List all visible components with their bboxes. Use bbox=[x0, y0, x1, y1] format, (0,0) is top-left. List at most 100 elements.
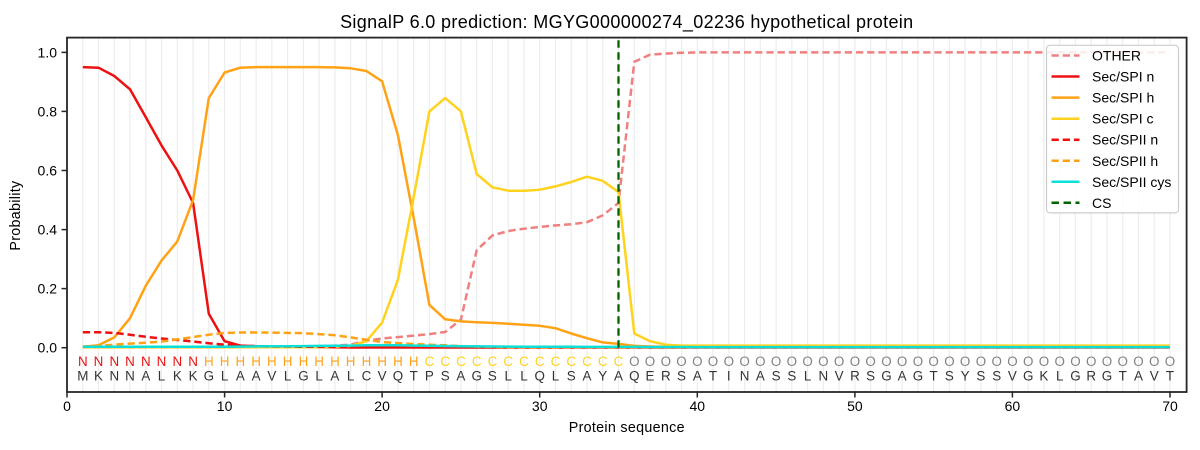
svg-text:C: C bbox=[551, 354, 561, 369]
svg-text:V: V bbox=[835, 369, 844, 384]
svg-text:A: A bbox=[756, 369, 765, 384]
svg-text:C: C bbox=[472, 354, 482, 369]
svg-text:N: N bbox=[109, 369, 119, 384]
svg-text:K: K bbox=[173, 369, 182, 384]
svg-text:H: H bbox=[235, 354, 245, 369]
svg-text:Sec/SPII h: Sec/SPII h bbox=[1092, 153, 1158, 169]
svg-text:C: C bbox=[566, 354, 576, 369]
svg-text:O: O bbox=[897, 354, 907, 369]
svg-text:C: C bbox=[614, 354, 624, 369]
svg-text:50: 50 bbox=[847, 398, 863, 414]
svg-text:S: S bbox=[567, 369, 576, 384]
svg-text:O: O bbox=[645, 354, 655, 369]
svg-text:A: A bbox=[330, 369, 339, 384]
svg-text:O: O bbox=[629, 354, 639, 369]
svg-text:Y: Y bbox=[598, 369, 607, 384]
svg-text:V: V bbox=[1008, 369, 1017, 384]
svg-text:C: C bbox=[535, 354, 545, 369]
svg-text:N: N bbox=[172, 354, 182, 369]
svg-text:20: 20 bbox=[374, 398, 390, 414]
svg-text:OTHER: OTHER bbox=[1092, 48, 1141, 64]
svg-text:Q: Q bbox=[534, 369, 544, 384]
svg-text:O: O bbox=[1039, 354, 1049, 369]
svg-text:E: E bbox=[646, 369, 655, 384]
svg-text:L: L bbox=[158, 369, 165, 384]
svg-text:N: N bbox=[188, 354, 198, 369]
svg-text:N: N bbox=[740, 369, 750, 384]
svg-text:H: H bbox=[362, 354, 372, 369]
svg-text:A: A bbox=[898, 369, 907, 384]
svg-text:O: O bbox=[771, 354, 781, 369]
svg-text:R: R bbox=[661, 369, 671, 384]
svg-text:Q: Q bbox=[393, 369, 403, 384]
svg-text:O: O bbox=[692, 354, 702, 369]
svg-text:A: A bbox=[1134, 369, 1143, 384]
svg-text:H: H bbox=[220, 354, 230, 369]
svg-text:A: A bbox=[583, 369, 592, 384]
svg-text:O: O bbox=[850, 354, 860, 369]
svg-text:SignalP 6.0 prediction: MGYG00: SignalP 6.0 prediction: MGYG000000274_02… bbox=[340, 12, 913, 33]
svg-text:O: O bbox=[834, 354, 844, 369]
svg-text:L: L bbox=[315, 369, 322, 384]
svg-text:40: 40 bbox=[690, 398, 706, 414]
svg-text:G: G bbox=[1102, 369, 1112, 384]
svg-text:O: O bbox=[802, 354, 812, 369]
svg-text:0.0: 0.0 bbox=[38, 340, 58, 356]
svg-text:K: K bbox=[189, 369, 198, 384]
svg-text:R: R bbox=[850, 369, 860, 384]
svg-text:N: N bbox=[78, 354, 88, 369]
svg-text:N: N bbox=[818, 369, 828, 384]
svg-text:A: A bbox=[236, 369, 245, 384]
svg-text:H: H bbox=[314, 354, 324, 369]
svg-text:H: H bbox=[346, 354, 356, 369]
svg-text:V: V bbox=[378, 369, 387, 384]
svg-text:H: H bbox=[330, 354, 340, 369]
svg-text:O: O bbox=[1086, 354, 1096, 369]
svg-text:R: R bbox=[1086, 369, 1096, 384]
svg-text:S: S bbox=[677, 369, 686, 384]
svg-text:O: O bbox=[865, 354, 875, 369]
svg-text:G: G bbox=[204, 369, 214, 384]
svg-text:Protein sequence: Protein sequence bbox=[569, 420, 685, 436]
svg-text:O: O bbox=[661, 354, 671, 369]
svg-text:O: O bbox=[913, 354, 923, 369]
svg-text:C: C bbox=[440, 354, 450, 369]
svg-text:H: H bbox=[283, 354, 293, 369]
svg-text:A: A bbox=[141, 369, 150, 384]
svg-text:G: G bbox=[298, 369, 308, 384]
svg-text:A: A bbox=[693, 369, 702, 384]
svg-text:N: N bbox=[125, 369, 135, 384]
svg-text:C: C bbox=[519, 354, 529, 369]
svg-text:O: O bbox=[1165, 354, 1175, 369]
svg-text:H: H bbox=[377, 354, 387, 369]
svg-text:L: L bbox=[504, 369, 511, 384]
svg-text:O: O bbox=[1102, 354, 1112, 369]
svg-text:A: A bbox=[456, 369, 465, 384]
svg-text:H: H bbox=[251, 354, 261, 369]
svg-text:L: L bbox=[347, 369, 354, 384]
svg-text:1.0: 1.0 bbox=[38, 44, 58, 60]
svg-text:H: H bbox=[409, 354, 419, 369]
svg-text:C: C bbox=[425, 354, 435, 369]
svg-text:O: O bbox=[944, 354, 954, 369]
svg-text:C: C bbox=[598, 354, 608, 369]
svg-text:O: O bbox=[1007, 354, 1017, 369]
svg-text:O: O bbox=[676, 354, 686, 369]
svg-text:H: H bbox=[267, 354, 277, 369]
svg-text:N: N bbox=[94, 354, 104, 369]
svg-text:T: T bbox=[930, 369, 938, 384]
svg-text:0.6: 0.6 bbox=[38, 163, 58, 179]
svg-text:N: N bbox=[157, 354, 167, 369]
svg-text:O: O bbox=[1149, 354, 1159, 369]
svg-text:A: A bbox=[614, 369, 623, 384]
svg-text:C: C bbox=[362, 369, 372, 384]
svg-text:O: O bbox=[1070, 354, 1080, 369]
svg-text:L: L bbox=[804, 369, 811, 384]
svg-text:O: O bbox=[976, 354, 986, 369]
svg-text:A: A bbox=[252, 369, 261, 384]
svg-text:N: N bbox=[141, 354, 151, 369]
svg-text:O: O bbox=[1133, 354, 1143, 369]
svg-text:T: T bbox=[1166, 369, 1174, 384]
svg-text:O: O bbox=[724, 354, 734, 369]
svg-text:O: O bbox=[739, 354, 749, 369]
